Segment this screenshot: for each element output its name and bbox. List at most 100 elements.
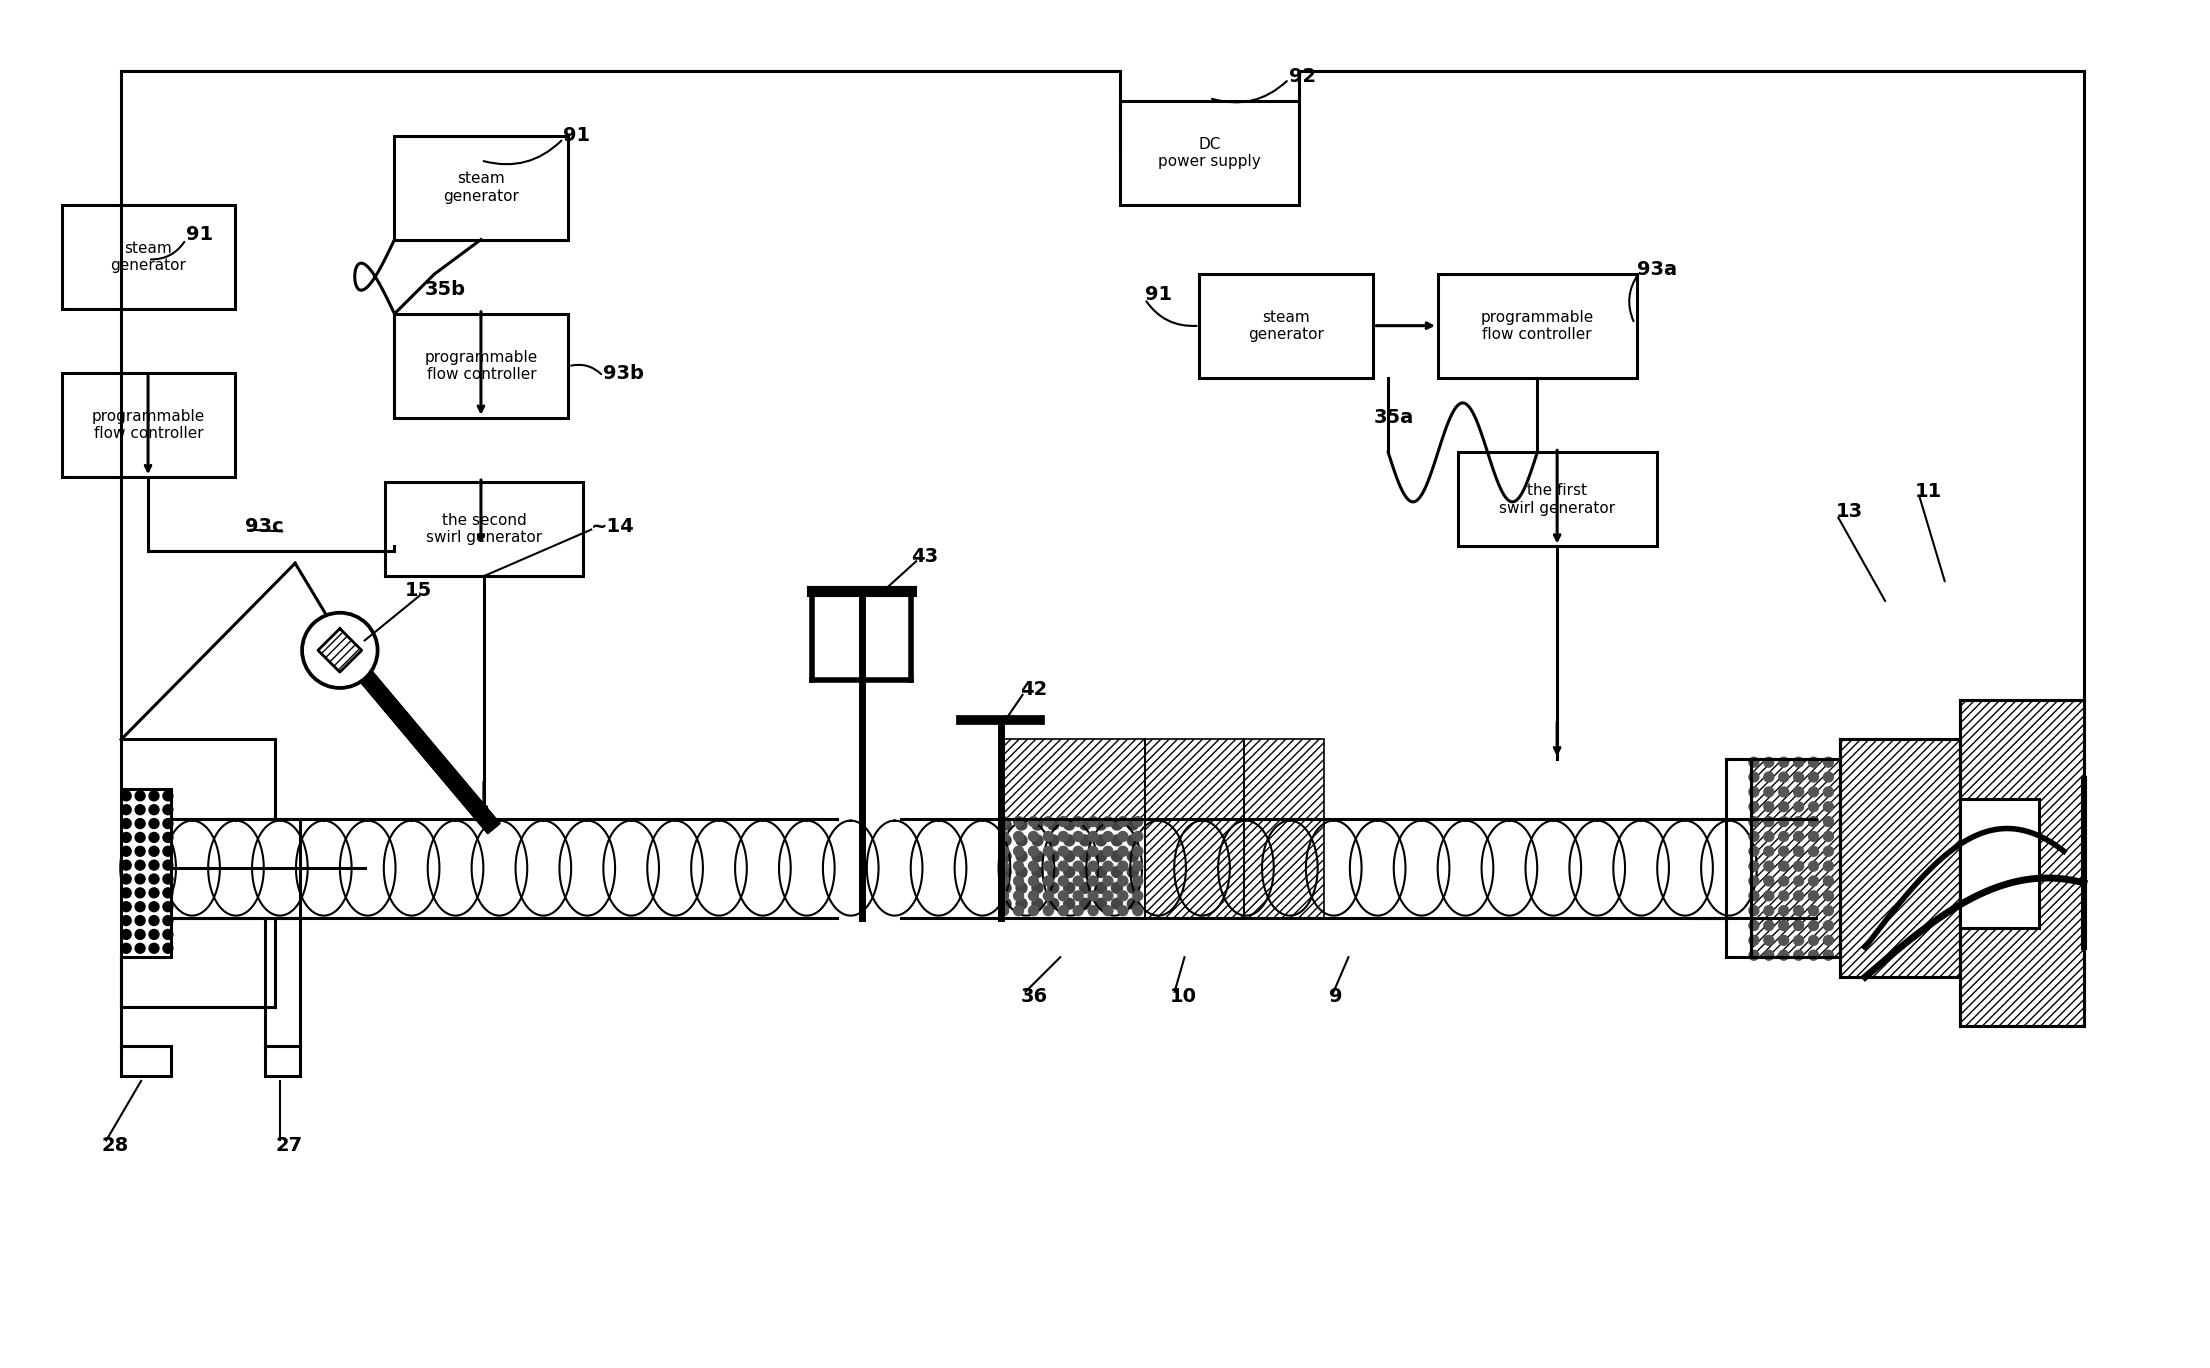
Circle shape [1127, 882, 1138, 893]
Circle shape [1823, 951, 1834, 960]
Circle shape [1043, 876, 1054, 886]
Circle shape [1795, 951, 1803, 960]
Circle shape [1014, 891, 1023, 900]
Circle shape [122, 791, 130, 800]
Circle shape [1808, 758, 1819, 767]
Circle shape [135, 804, 146, 815]
Circle shape [164, 833, 172, 843]
Circle shape [1096, 882, 1107, 893]
Circle shape [1823, 787, 1834, 796]
Circle shape [1134, 891, 1143, 900]
Circle shape [1823, 906, 1834, 915]
Text: the first
swirl generator: the first swirl generator [1498, 483, 1616, 516]
Circle shape [1779, 921, 1788, 930]
Circle shape [135, 929, 146, 940]
Circle shape [1059, 891, 1067, 900]
Circle shape [1795, 862, 1803, 871]
Text: steam
generator: steam generator [1249, 311, 1324, 342]
Circle shape [1059, 862, 1067, 871]
Text: 36: 36 [1021, 988, 1048, 1007]
Circle shape [1764, 876, 1775, 886]
Circle shape [1032, 834, 1043, 845]
Text: 15: 15 [404, 581, 431, 601]
Text: programmable
flow controller: programmable flow controller [93, 409, 206, 442]
Circle shape [1014, 906, 1023, 915]
Circle shape [1748, 758, 1759, 767]
Circle shape [164, 860, 172, 870]
Circle shape [135, 944, 146, 953]
Circle shape [1032, 851, 1043, 862]
Circle shape [148, 888, 159, 897]
Circle shape [1096, 866, 1107, 877]
Text: 42: 42 [1021, 680, 1048, 699]
Circle shape [148, 902, 159, 911]
Circle shape [1748, 787, 1759, 796]
Circle shape [1081, 882, 1090, 893]
Circle shape [1081, 851, 1090, 862]
Circle shape [1048, 834, 1059, 845]
Circle shape [1032, 819, 1043, 830]
Circle shape [135, 818, 146, 829]
Circle shape [1048, 819, 1059, 830]
Text: 93b: 93b [603, 364, 643, 383]
Circle shape [135, 860, 146, 870]
Text: programmable
flow controller: programmable flow controller [424, 350, 537, 382]
Circle shape [1103, 906, 1114, 915]
Circle shape [1096, 819, 1107, 830]
Circle shape [1074, 862, 1083, 871]
Circle shape [1096, 834, 1107, 845]
Circle shape [1748, 817, 1759, 826]
Circle shape [1014, 847, 1023, 856]
Circle shape [1779, 758, 1788, 767]
Circle shape [1764, 847, 1775, 856]
Bar [396, 313, 568, 417]
Circle shape [1087, 906, 1098, 915]
Circle shape [1059, 876, 1067, 886]
Circle shape [1074, 847, 1083, 856]
Circle shape [1795, 758, 1803, 767]
Text: 35a: 35a [1372, 408, 1414, 427]
Circle shape [1043, 847, 1054, 856]
Circle shape [1808, 817, 1819, 826]
Circle shape [1118, 847, 1127, 856]
Circle shape [1112, 866, 1123, 877]
Circle shape [1081, 899, 1090, 910]
Circle shape [1087, 832, 1098, 841]
Circle shape [1096, 899, 1107, 910]
Circle shape [135, 791, 146, 800]
Circle shape [148, 804, 159, 815]
Bar [385, 482, 583, 576]
Circle shape [1779, 832, 1788, 841]
Circle shape [1074, 817, 1083, 826]
Circle shape [999, 876, 1008, 886]
Circle shape [1032, 899, 1043, 910]
Circle shape [1028, 876, 1039, 886]
Circle shape [1748, 891, 1759, 900]
Circle shape [1808, 847, 1819, 856]
Circle shape [1043, 891, 1054, 900]
Circle shape [148, 847, 159, 856]
Circle shape [1001, 851, 1012, 862]
Circle shape [164, 902, 172, 911]
Circle shape [1048, 866, 1059, 877]
Circle shape [1795, 787, 1803, 796]
Text: steam
generator: steam generator [110, 241, 186, 274]
Circle shape [1017, 866, 1028, 877]
Bar [1001, 740, 1145, 818]
Circle shape [148, 860, 159, 870]
Circle shape [1795, 876, 1803, 886]
Circle shape [1748, 862, 1759, 871]
Circle shape [1014, 817, 1023, 826]
Circle shape [1028, 847, 1039, 856]
Circle shape [1063, 899, 1074, 910]
Circle shape [1112, 882, 1123, 893]
Circle shape [1043, 906, 1054, 915]
Circle shape [1748, 847, 1759, 856]
Circle shape [1043, 832, 1054, 841]
Circle shape [1134, 862, 1143, 871]
Circle shape [1112, 899, 1123, 910]
Circle shape [148, 791, 159, 800]
Circle shape [1764, 787, 1775, 796]
Circle shape [164, 791, 172, 800]
Circle shape [1764, 862, 1775, 871]
